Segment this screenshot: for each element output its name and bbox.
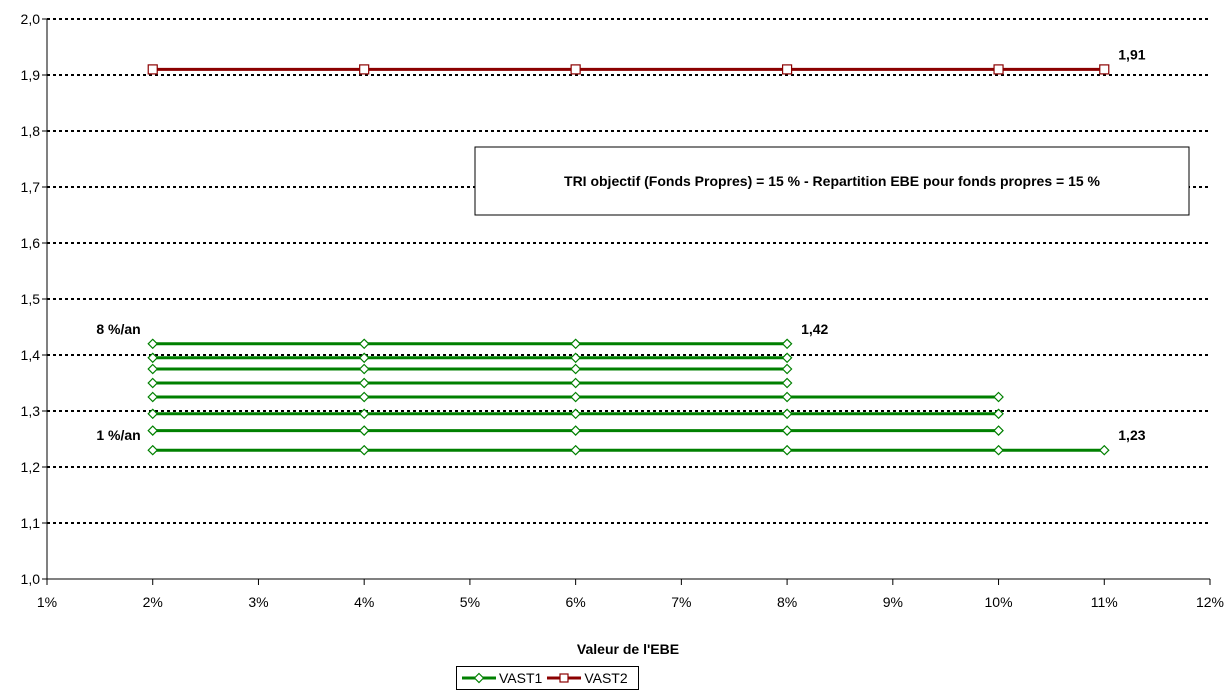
data-point xyxy=(570,425,581,436)
y-tick-label: 1,8 xyxy=(21,123,41,139)
data-point xyxy=(359,64,370,75)
legend-item-vast2: VAST2 xyxy=(546,670,628,686)
info-textbox: TRI objectif (Fonds Propres) = 15 % - Re… xyxy=(474,146,1190,216)
legend-swatch-vast1 xyxy=(462,672,496,684)
data-point xyxy=(781,363,793,375)
y-tick-label: 1,7 xyxy=(21,179,41,195)
data-point xyxy=(781,425,793,436)
data-point xyxy=(781,391,793,403)
line-chart: 1,0 1,1 1,2 1,3 1,4 1,5 1,6 1,7 1,8 1,9 2,0 1% 2% 3%… xyxy=(21,11,1224,657)
y-tick-label: 1,1 xyxy=(21,515,41,531)
series-vast1 xyxy=(147,338,1110,456)
data-point xyxy=(358,352,370,364)
data-point xyxy=(358,338,370,350)
x-tick-label: 8% xyxy=(777,594,797,610)
x-tick-label: 2% xyxy=(143,594,163,610)
data-point xyxy=(570,352,581,364)
legend-swatch-vast2 xyxy=(547,673,582,683)
legend-label-vast1: VAST1 xyxy=(499,670,543,686)
data-point xyxy=(147,425,159,436)
y-tick-label: 1,2 xyxy=(21,459,41,475)
data-point xyxy=(781,64,793,75)
data-point xyxy=(570,408,581,420)
data-point xyxy=(570,377,581,389)
y-tick-label: 1,4 xyxy=(21,347,41,363)
data-point xyxy=(147,444,159,456)
data-point xyxy=(781,377,793,389)
data-point xyxy=(570,444,581,456)
series-group xyxy=(147,64,1110,456)
data-label: 1,23 xyxy=(1118,427,1145,443)
x-tick-label: 4% xyxy=(354,594,374,610)
data-point xyxy=(1099,64,1110,75)
y-tick-label: 2,0 xyxy=(21,11,41,27)
info-textbox-frame xyxy=(474,146,1190,216)
series-vast2 xyxy=(147,64,1110,75)
data-label: 1,91 xyxy=(1118,46,1145,62)
y-tick-labels: 1,0 1,1 1,2 1,3 1,4 1,5 1,6 1,7 1,8 1,9 2,0 xyxy=(21,11,41,587)
data-point xyxy=(993,391,1004,403)
x-tick-label: 10% xyxy=(985,594,1013,610)
data-point xyxy=(358,425,370,436)
data-point xyxy=(993,408,1004,420)
data-point xyxy=(570,363,581,375)
data-point xyxy=(570,64,581,75)
data-point xyxy=(147,352,159,364)
x-tick-label: 3% xyxy=(248,594,268,610)
y-tick-label: 1,3 xyxy=(21,403,41,419)
x-tick-label: 12% xyxy=(1196,594,1224,610)
data-point xyxy=(993,425,1004,436)
x-axis-title: Valeur de l'EBE xyxy=(577,641,679,657)
data-point xyxy=(781,408,793,420)
x-tick-label: 9% xyxy=(883,594,903,610)
data-point xyxy=(781,444,793,456)
data-point xyxy=(147,377,159,389)
data-point xyxy=(147,408,159,420)
y-tick-label: 1,0 xyxy=(21,571,41,587)
data-point xyxy=(781,338,793,350)
info-textbox-text: TRI objectif (Fonds Propres) = 15 % - Re… xyxy=(564,173,1101,189)
data-point xyxy=(781,352,793,364)
data-point xyxy=(570,391,581,403)
data-point xyxy=(358,391,370,403)
gridlines xyxy=(47,18,1210,524)
y-tick-label: 1,9 xyxy=(21,67,41,83)
data-point xyxy=(993,64,1004,75)
data-label: 8 %/an xyxy=(96,321,140,337)
data-point xyxy=(147,338,159,350)
y-tick-label: 1,5 xyxy=(21,291,41,307)
data-point xyxy=(358,408,370,420)
x-tick-label: 1% xyxy=(37,594,57,610)
data-label: 1 %/an xyxy=(96,427,140,443)
axes xyxy=(42,18,1211,585)
x-tick-label: 6% xyxy=(566,594,586,610)
data-point xyxy=(147,391,159,403)
data-point xyxy=(147,64,158,75)
annotations: 1,91 1,42 1,23 8 %/an 1 %/an xyxy=(96,46,1145,443)
x-tick-labels: 1% 2% 3% 4% 5% 6% 7% 8% 9% 10% 11% 12% xyxy=(37,594,1224,610)
data-point xyxy=(147,363,159,375)
x-tick-label: 5% xyxy=(460,594,480,610)
data-point xyxy=(358,444,370,456)
legend-label-vast2: VAST2 xyxy=(584,670,628,686)
x-tick-label: 7% xyxy=(671,594,691,610)
data-point xyxy=(993,444,1004,456)
data-point xyxy=(358,363,370,375)
legend: VAST1 VAST2 xyxy=(456,666,639,690)
data-point xyxy=(570,338,581,350)
data-label: 1,42 xyxy=(801,321,828,337)
legend-item-vast1: VAST1 xyxy=(461,670,542,686)
data-point xyxy=(1098,444,1110,456)
data-point xyxy=(358,377,370,389)
x-tick-label: 11% xyxy=(1091,594,1118,610)
y-tick-label: 1,6 xyxy=(21,235,41,251)
